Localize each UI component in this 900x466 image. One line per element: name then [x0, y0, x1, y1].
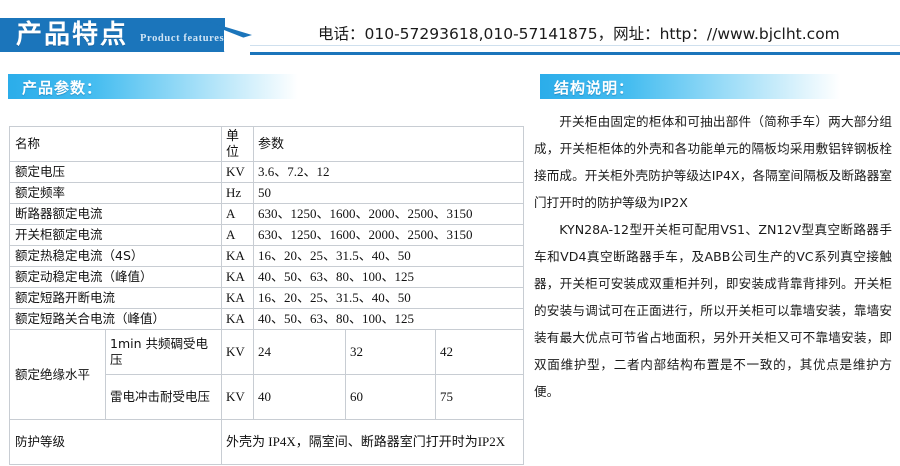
table-row: 额定电压 KV 3.6、7.2、12	[8, 161, 525, 183]
row-name: 开关柜额定电流	[8, 224, 223, 246]
table-row-protection: 防护等级 外壳为 IP4X，隔室间、断路器室门打开时为IP2X	[8, 419, 525, 465]
table-row: 开关柜额定电流 A 630、1250、1600、2000、2500、3150	[8, 224, 525, 246]
insulation-value-2: 60	[345, 374, 437, 420]
insulation-value-1: 24	[253, 329, 347, 375]
row-unit: KA	[221, 266, 255, 288]
row-unit: KA	[221, 287, 255, 309]
insulation-value-3: 75	[435, 374, 525, 420]
page-title: 产品特点	[16, 20, 129, 50]
table-row: 额定短路关合电流（峰值） KA 40、50、63、80、100、125	[8, 308, 525, 330]
row-value: 50	[253, 182, 525, 204]
row-unit: KV	[221, 161, 255, 183]
row-name: 额定短路开断电流	[8, 287, 223, 309]
insulation-unit: KV	[221, 374, 255, 420]
protection-value: 外壳为 IP4X，隔室间、断路器室门打开时为IP2X	[221, 419, 525, 465]
description-paragraph-2: KYN28A-12型开关柜可配用VS1、ZN12V型真空断路器手车和VD4真空断…	[534, 222, 892, 399]
row-unit: KA	[221, 245, 255, 267]
table-row: 断路器额定电流 A 630、1250、1600、2000、2500、3150	[8, 203, 525, 225]
row-value: 3.6、7.2、12	[253, 161, 525, 183]
page-banner: 产品特点 Product features 电话：010-57293618,01…	[0, 0, 900, 62]
insulation-unit: KV	[221, 329, 255, 375]
row-name: 额定热稳定电流（4S）	[8, 245, 223, 267]
row-name: 额定短路关合电流（峰值）	[8, 308, 223, 330]
row-name: 断路器额定电流	[8, 203, 223, 225]
insulation-value-1: 40	[253, 374, 347, 420]
insulation-sub-label: 雷电冲击耐受电压	[104, 374, 223, 420]
row-name: 额定频率	[8, 182, 223, 204]
col-header-unit: 单位	[221, 126, 255, 162]
banner-thin-rule	[250, 45, 900, 46]
table-row-insulation-2: 雷电冲击耐受电压 KV 40 60 75	[10, 374, 525, 420]
table-row: 额定热稳定电流（4S） KA 16、20、25、31.5、40、50	[8, 245, 525, 267]
page-subtitle: Product features	[140, 33, 225, 44]
section-header-structure-desc-label: 结构说明：	[554, 79, 635, 97]
row-value: 630、1250、1600、2000、2500、3150	[253, 224, 525, 246]
insulation-value-3: 42	[435, 329, 525, 375]
col-header-param: 参数	[253, 126, 525, 162]
banner-blue-bar	[0, 18, 225, 52]
col-header-name: 名称	[8, 126, 223, 162]
row-unit: A	[221, 203, 255, 225]
structure-description: 开关柜由固定的柜体和可抽出部件（简称手车）两大部分组成，开关柜柜体的外壳和各功能…	[534, 108, 892, 405]
table-row-insulation-1: 额定绝缘水平 1min 共频碉受电压 KV 24 32 42	[9, 329, 525, 420]
row-value: 16、20、25、31.5、40、50	[253, 245, 525, 267]
section-header-product-params-label: 产品参数：	[22, 79, 103, 97]
table-row: 额定频率 Hz 50	[8, 182, 525, 204]
insulation-value-2: 32	[345, 329, 437, 375]
contact-info: 电话：010-57293618,010-57141875，网址：http：//w…	[318, 25, 840, 43]
row-unit: A	[221, 224, 255, 246]
row-value: 16、20、25、31.5、40、50	[253, 287, 525, 309]
table-row: 额定短路开断电流 KA 16、20、25、31.5、40、50	[8, 287, 525, 309]
insulation-sub-label: 1min 共频碉受电压	[104, 329, 223, 375]
description-paragraph-1: 开关柜由固定的柜体和可抽出部件（简称手车）两大部分组成，开关柜柜体的外壳和各功能…	[534, 114, 892, 210]
specification-table: 名称 单位 参数 额定电压 KV 3.6、7.2、12 额定频率 Hz 50 断…	[8, 126, 525, 465]
insulation-group-label: 额定绝缘水平	[9, 329, 106, 420]
table-row: 额定动稳定电流（峰值） KA 40、50、63、80、100、125	[8, 266, 525, 288]
section-header-product-params: 产品参数：	[8, 74, 298, 99]
table-header-row: 名称 单位 参数	[8, 126, 525, 162]
row-unit: KA	[221, 308, 255, 330]
row-name: 额定电压	[8, 161, 223, 183]
row-unit: Hz	[221, 182, 255, 204]
section-header-structure-desc: 结构说明：	[540, 74, 840, 99]
row-value: 40、50、63、80、100、125	[253, 266, 525, 288]
banner-rule	[250, 52, 900, 55]
protection-name: 防护等级	[8, 419, 223, 465]
specification-table-body: 名称 单位 参数 额定电压 KV 3.6、7.2、12 额定频率 Hz 50 断…	[8, 126, 525, 465]
row-value: 40、50、63、80、100、125	[253, 308, 525, 330]
row-name: 额定动稳定电流（峰值）	[8, 266, 223, 288]
row-value: 630、1250、1600、2000、2500、3150	[253, 203, 525, 225]
banner-arrow-cutout	[224, 30, 252, 52]
